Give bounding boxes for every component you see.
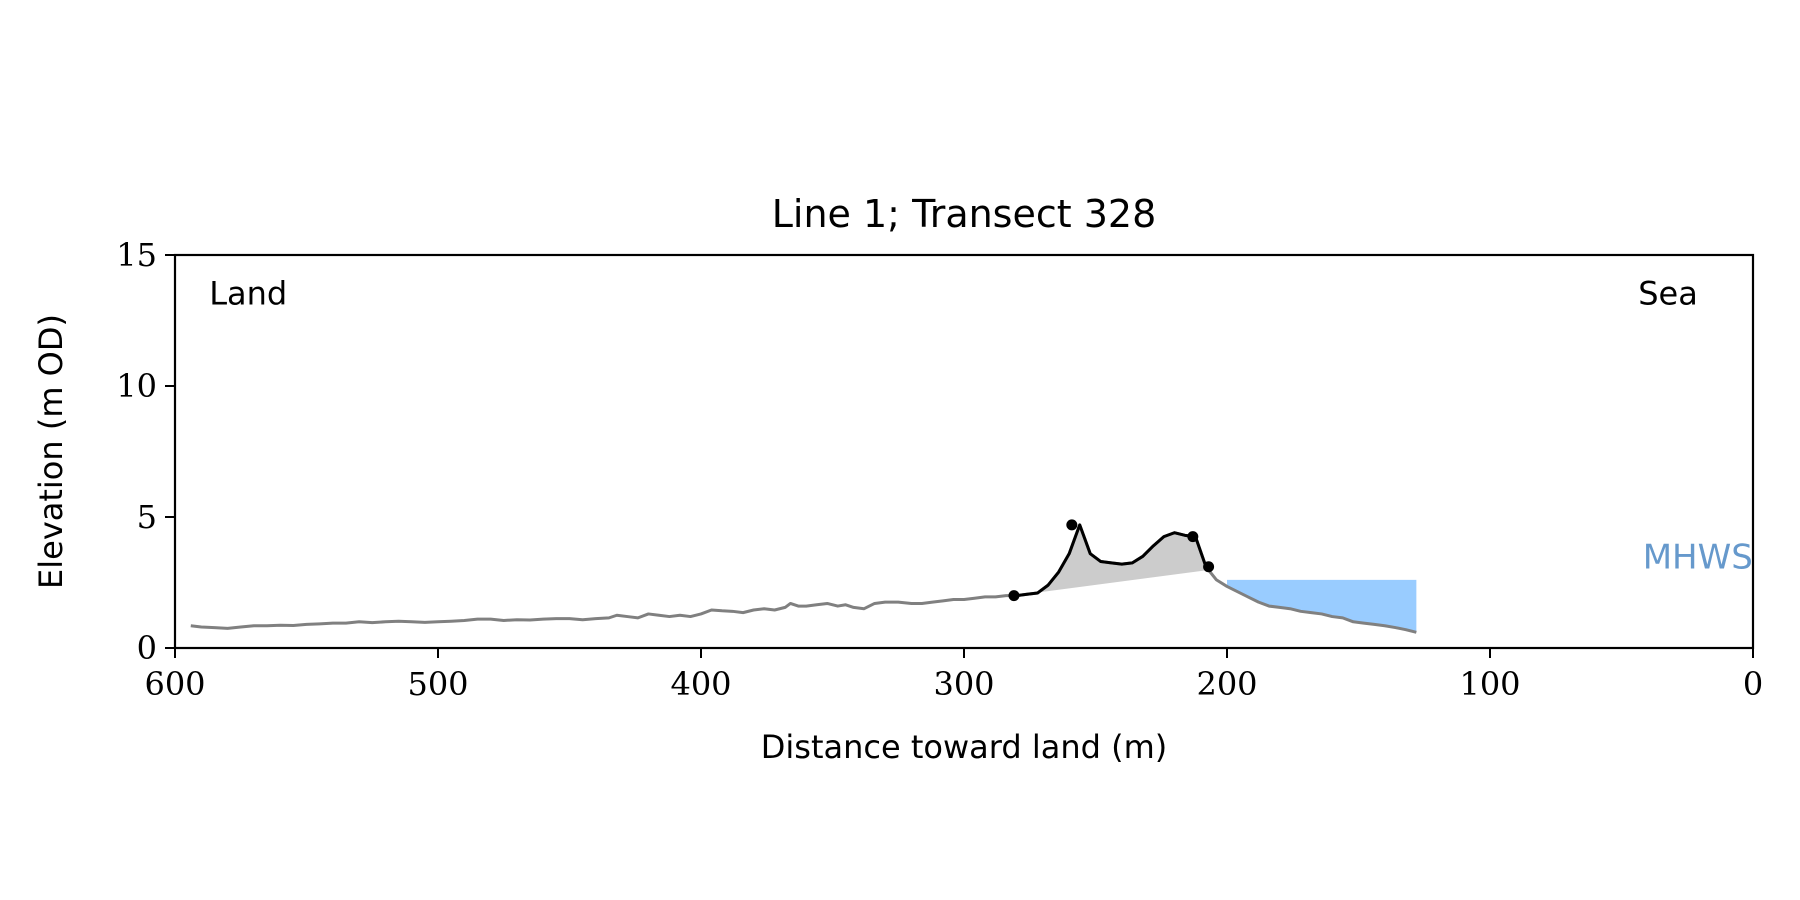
dune-profile-line	[1013, 523, 1210, 598]
dune-marker-3	[1203, 561, 1215, 573]
dune-volume-fill	[1013, 524, 1209, 596]
x-tick-label: 400	[670, 665, 731, 703]
y-tick-label: 10	[116, 367, 157, 405]
mhws-annotation: MHWS	[1643, 537, 1753, 577]
dune-marker-1	[1066, 519, 1078, 531]
x-axis: 600 500 400 300 200 100 0	[144, 648, 1763, 703]
chart-title: Line 1; Transect 328	[772, 192, 1157, 236]
dune-marker-0	[1008, 590, 1020, 602]
y-tick-label: 0	[137, 629, 157, 667]
x-tick-label: 600	[144, 665, 205, 703]
y-axis-label: Elevation (m OD)	[32, 314, 70, 589]
sea-annotation: Sea	[1638, 274, 1698, 312]
plot-area	[190, 519, 1417, 634]
y-tick-label: 15	[116, 236, 157, 274]
x-tick-label: 100	[1459, 665, 1520, 703]
axes-frame	[173, 253, 1755, 650]
x-axis-label: Distance toward land (m)	[761, 728, 1167, 766]
x-tick-label: 0	[1743, 665, 1763, 703]
y-axis: 0 5 10 15	[116, 236, 175, 667]
dune-marker-2	[1187, 531, 1199, 543]
land-annotation: Land	[209, 274, 287, 312]
y-tick-label: 5	[137, 498, 157, 536]
x-tick-label: 300	[933, 665, 994, 703]
mhws-water-fill	[1227, 579, 1417, 633]
x-tick-label: 200	[1196, 665, 1257, 703]
profile-line	[190, 523, 1417, 634]
x-tick-label: 500	[407, 665, 468, 703]
